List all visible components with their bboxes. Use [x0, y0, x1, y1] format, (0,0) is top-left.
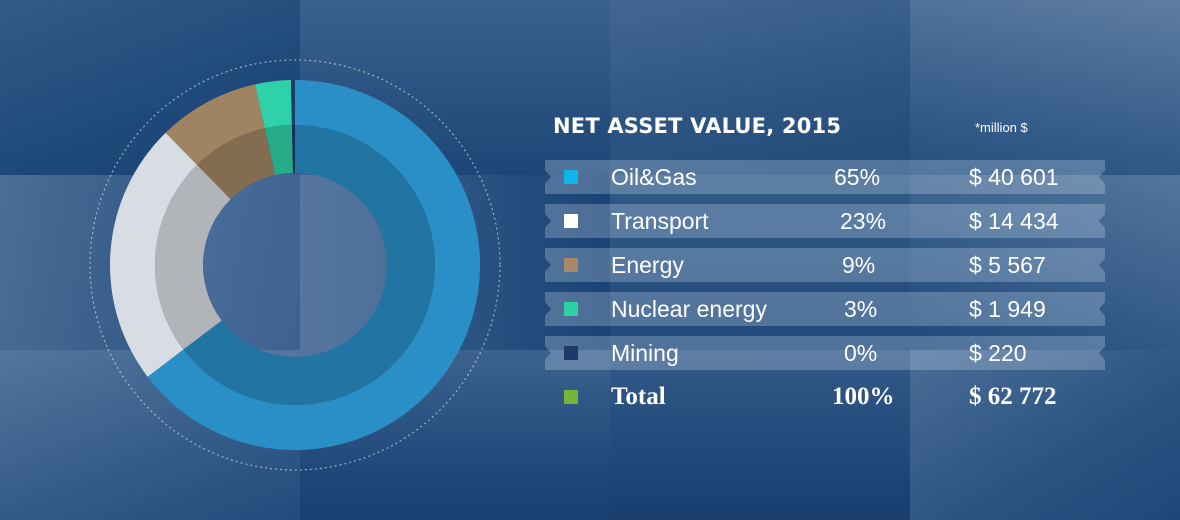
slice-mining	[290, 80, 295, 126]
total-label: Total	[611, 383, 666, 410]
row-label: Oil&Gas	[611, 164, 697, 190]
chart-title: NET ASSET VALUE, 2015	[553, 114, 842, 138]
row-percent: 9%	[842, 252, 876, 278]
row-value: $ 1 949	[969, 296, 1046, 322]
legend-row-transport: Transport 23% $ 14 434	[545, 204, 1105, 238]
legend-row-energy: Energy 9% $ 5 567	[545, 248, 1105, 282]
slice-transport	[109, 132, 198, 377]
row-percent: 65%	[834, 164, 881, 190]
donut-chart	[89, 59, 501, 471]
outer-ring	[109, 80, 481, 450]
row-percent: 0%	[844, 340, 878, 366]
slice-inner-nuclear-energy	[264, 125, 293, 176]
dotted-ring	[89, 59, 501, 471]
total-value: $ 62 772	[969, 383, 1057, 410]
swatch	[564, 302, 578, 316]
row-value: $ 5 567	[969, 252, 1046, 278]
units-note: *million $	[975, 120, 1028, 135]
legend-row-oil-gas: Oil&Gas 65% $ 40 601	[545, 160, 1105, 194]
slice-inner-energy	[197, 128, 276, 200]
legend-row-nuclear-energy: Nuclear energy 3% $ 1 949	[545, 292, 1105, 326]
swatch	[564, 214, 578, 228]
slice-inner-oil-gas	[183, 125, 435, 405]
row-value: $ 40 601	[969, 164, 1059, 190]
swatch	[564, 170, 578, 184]
total-percent: 100%	[832, 383, 895, 410]
legend-table: Oil&Gas 65% $ 40 601 Transport 23% $ 14 …	[545, 160, 1105, 424]
legend-row-mining: Mining 0% $ 220	[545, 336, 1105, 370]
swatch	[564, 346, 578, 360]
row-label: Mining	[611, 340, 679, 366]
swatch	[564, 258, 578, 272]
row-label: Transport	[611, 208, 709, 234]
slice-inner-mining	[291, 125, 295, 174]
slice-energy	[165, 84, 265, 165]
row-value: $ 220	[969, 340, 1027, 366]
legend-row-total: Total 100% $ 62 772	[545, 380, 1105, 414]
row-percent: 23%	[840, 208, 887, 234]
row-label: Energy	[611, 252, 684, 278]
slice-inner-transport	[154, 164, 231, 350]
row-percent: 3%	[844, 296, 878, 322]
swatch	[564, 390, 578, 404]
slice-nuclear-energy	[255, 80, 292, 129]
row-value: $ 14 434	[969, 208, 1059, 234]
donut-hole	[203, 173, 387, 357]
inner-ring	[154, 125, 435, 405]
row-label: Nuclear energy	[611, 296, 767, 322]
